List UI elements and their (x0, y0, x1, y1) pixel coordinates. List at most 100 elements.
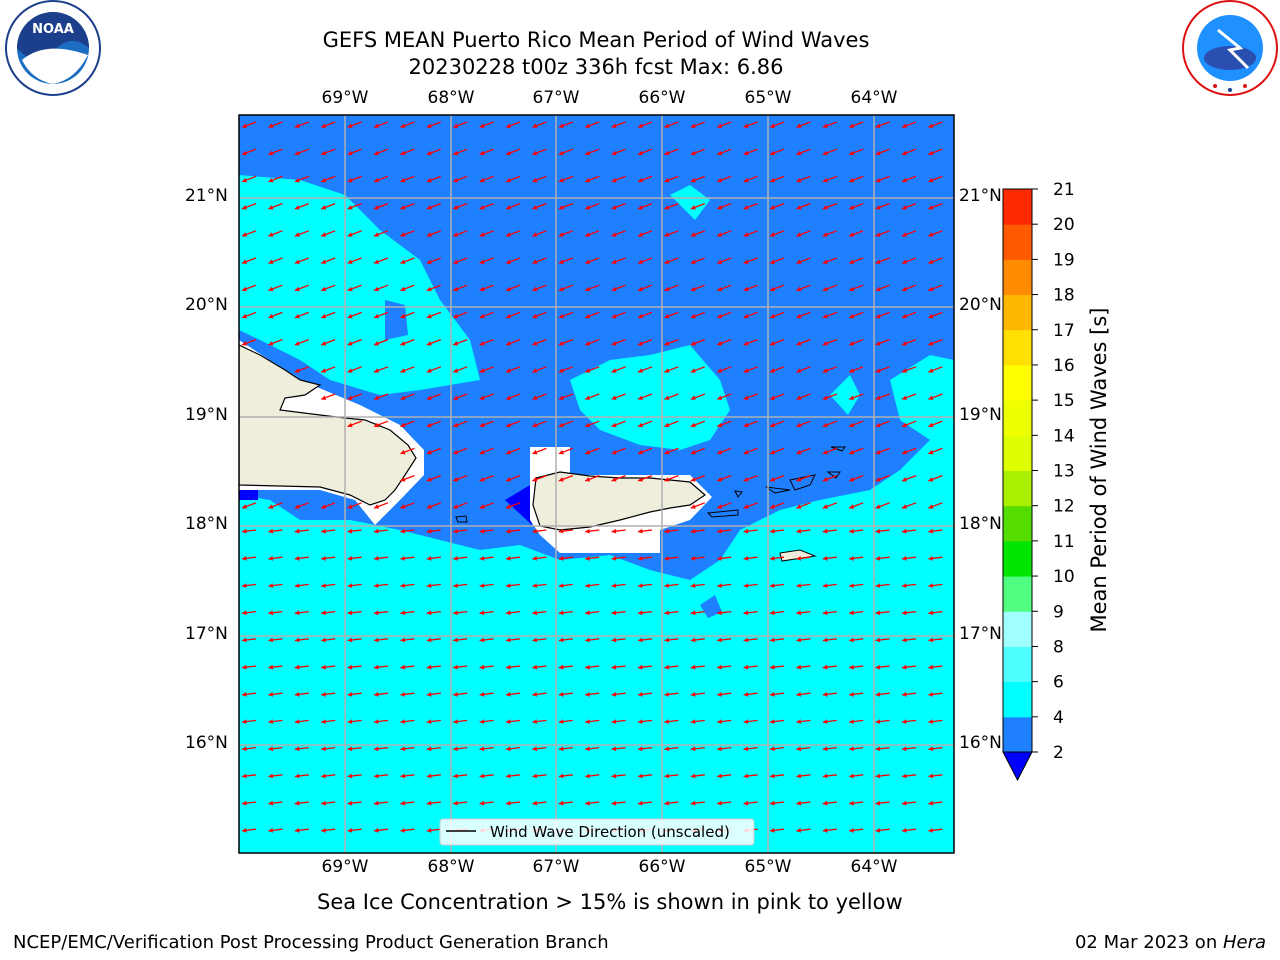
wind-wave-arrowhead (532, 341, 538, 346)
wind-wave-arrowhead (902, 341, 907, 346)
wind-wave-arrowhead (638, 800, 643, 806)
wind-wave-arrowhead (770, 692, 775, 697)
wind-wave-arrowhead (822, 123, 828, 128)
wind-wave-arrowhead (690, 177, 696, 183)
wind-wave-arrowhead (770, 449, 775, 455)
colorbar-tick-label: 8 (1053, 637, 1064, 657)
wind-wave-arrowhead (426, 664, 432, 670)
wind-wave-arrowhead (321, 773, 326, 779)
wind-wave-arrowhead (347, 232, 353, 237)
wind-wave-arrowhead (664, 583, 669, 588)
wind-wave-arrowhead (321, 746, 326, 752)
wind-wave-arrowhead (875, 232, 881, 237)
wind-wave-arrowhead (242, 504, 247, 509)
wind-wave-arrowhead (479, 259, 485, 264)
wind-wave-arrowhead (743, 773, 749, 779)
wind-wave-arrowhead (426, 123, 432, 128)
wind-wave-arrowhead (664, 692, 669, 697)
wind-wave-arrowhead (611, 341, 617, 346)
wind-wave-arrowhead (875, 422, 881, 428)
wind-wave-arrowhead (400, 504, 406, 509)
wind-wave-arrowhead (479, 637, 485, 643)
wind-wave-arrowhead (453, 341, 459, 346)
wind-wave-arrowhead (664, 449, 670, 455)
wind-wave-arrowhead (770, 123, 775, 128)
wind-wave-arrowhead (638, 773, 643, 779)
wind-wave-arrowhead (268, 610, 273, 616)
wind-wave-arrowhead (506, 610, 511, 616)
wind-wave-arrowhead (770, 177, 775, 183)
wind-wave-arrowhead (822, 637, 828, 643)
wind-wave-arrowhead (902, 528, 907, 534)
colorbar-tick-label: 6 (1053, 673, 1064, 693)
wind-wave-arrowhead (902, 692, 907, 697)
wind-wave-arrowhead (558, 286, 564, 292)
wind-wave-arrowhead (928, 800, 933, 806)
wind-wave-arrowhead (743, 610, 749, 616)
wind-wave-arrowhead (400, 610, 405, 616)
wind-wave-arrowhead (321, 504, 327, 509)
wind-wave-arrowhead (506, 504, 511, 509)
wind-wave-arrowhead (690, 395, 696, 400)
wind-wave-arrowhead (479, 150, 485, 156)
wind-wave-arrowhead (426, 637, 432, 643)
wind-wave-arrowhead (875, 692, 881, 697)
wind-wave-arrowhead (664, 150, 670, 156)
lon-label-bottom: 68°W (427, 857, 475, 877)
wind-wave-arrowhead (638, 719, 643, 724)
wind-wave-arrowhead (453, 746, 458, 752)
colorbar-label: Mean Period of Wind Waves [s] (1087, 308, 1111, 633)
wind-wave-arrowhead (796, 773, 801, 779)
wind-wave-arrowhead (849, 637, 854, 643)
wind-wave-arrowhead (638, 341, 643, 346)
wind-wave-arrowhead (268, 637, 273, 643)
wind-wave-arrowhead (268, 664, 273, 670)
wind-wave-arrowhead (558, 205, 564, 210)
wind-wave-arrowhead (585, 746, 590, 752)
wind-wave-arrowhead (638, 177, 643, 183)
lat-label-left: 21°N (185, 186, 228, 206)
wind-wave-arrowhead (506, 637, 511, 643)
wind-wave-arrowhead (743, 583, 749, 588)
wind-wave-arrowhead (902, 719, 907, 724)
wind-wave-arrowhead (585, 232, 591, 237)
wind-wave-arrowhead (532, 477, 538, 482)
wind-wave-arrowhead (400, 528, 405, 534)
wind-wave-arrowhead (902, 205, 907, 210)
wind-wave-arrowhead (849, 123, 855, 128)
wind-wave-arrowhead (849, 232, 855, 237)
sea-ice-note: Sea Ice Concentration > 15% is shown in … (317, 890, 903, 914)
wind-wave-arrowhead (268, 692, 273, 697)
wind-wave-arrowhead (585, 259, 591, 264)
wind-wave-arrowhead (426, 313, 432, 319)
wind-wave-arrowhead (347, 583, 353, 588)
wind-wave-arrowhead (743, 205, 749, 210)
wind-wave-arrowhead (875, 341, 881, 346)
wind-wave-arrowhead (743, 341, 749, 346)
wind-wave-arrowhead (294, 719, 300, 724)
wind-wave-arrowhead (849, 449, 855, 455)
wind-wave-arrowhead (928, 368, 934, 373)
wind-wave-arrowhead (268, 583, 273, 588)
wind-wave-arrowhead (717, 205, 723, 210)
wind-wave-arrowhead (400, 664, 405, 670)
legend-label: Wind Wave Direction (unscaled) (490, 823, 730, 841)
wind-wave-arrowhead (690, 477, 696, 482)
lat-label-right: 21°N (959, 186, 1002, 206)
wind-wave-arrowhead (796, 556, 801, 561)
wind-wave-arrowhead (268, 232, 274, 237)
wind-wave-arrowhead (690, 664, 696, 670)
wind-wave-arrowhead (902, 773, 907, 779)
wind-wave-arrowhead (770, 800, 775, 806)
wind-wave-arrowhead (717, 449, 723, 455)
wind-wave-arrowhead (690, 637, 696, 643)
wind-wave-arrowhead (453, 449, 459, 455)
wind-wave-arrowhead (928, 719, 933, 724)
chart-subtitle: 20230228 t00z 336h fcst Max: 6.86 (408, 55, 784, 79)
wind-wave-arrowhead (849, 719, 854, 724)
wind-wave-arrowhead (426, 719, 432, 724)
wind-wave-arrowhead (400, 368, 406, 373)
wind-wave-arrowhead (585, 556, 590, 561)
wind-wave-arrowhead (717, 583, 722, 588)
wind-wave-arrowhead (796, 637, 801, 643)
